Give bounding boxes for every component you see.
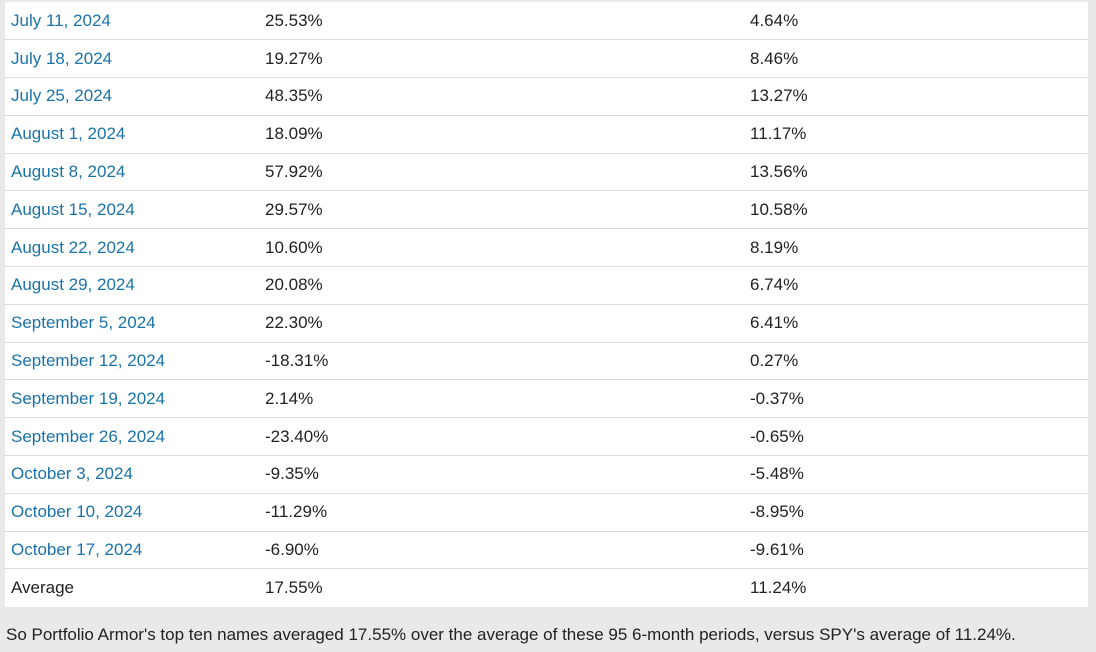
table-row: October 17, 2024 -6.90% -9.61% — [5, 531, 1088, 570]
average-spy-cell: 11.24% — [750, 578, 807, 598]
date-link[interactable]: September 5, 2024 — [11, 313, 156, 333]
date-cell: July 25, 2024 — [5, 77, 259, 116]
portfolio-armor-return-cell: 48.35% — [259, 77, 744, 116]
spy-return-cell: 8.19% — [744, 228, 1088, 268]
returns-table-body: July 11, 2024 25.53% 4.64% July 18, 2024 19.… — [5, 2, 1088, 607]
spy-return-cell: -0.37% — [744, 379, 1088, 419]
table-row: September 12, 2024 -18.31% 0.27% — [5, 342, 1088, 381]
summary-text: So Portfolio Armor's top ten names avera… — [6, 625, 1016, 644]
table-row: August 1, 2024 18.09% 11.17% — [5, 115, 1088, 154]
date-cell: July 11, 2024 — [5, 2, 259, 41]
spy-return-cell: -0.65% — [744, 417, 1088, 457]
returns-table: July 11, 2024 25.53% 4.64% July 18, 2024 19.… — [5, 2, 1088, 607]
table-row: September 5, 2024 22.30% 6.41% — [5, 304, 1088, 343]
date-link[interactable]: August 29, 2024 — [11, 275, 135, 295]
date-cell: August 22, 2024 — [5, 228, 259, 268]
date-link[interactable]: August 8, 2024 — [11, 162, 126, 182]
portfolio-armor-return-cell: -11.29% — [259, 493, 744, 532]
portfolio-armor-return-cell: 2.14% — [259, 379, 744, 419]
date-link[interactable]: October 17, 2024 — [11, 540, 143, 560]
date-cell: September 26, 2024 — [5, 417, 259, 457]
date-link[interactable]: September 26, 2024 — [11, 426, 166, 446]
date-link[interactable]: September 12, 2024 — [11, 351, 166, 371]
table-row: October 3, 2024 -9.35% -5.48% — [5, 455, 1088, 494]
date-cell: August 29, 2024 — [5, 266, 259, 305]
portfolio-armor-return-cell: -18.31% — [259, 342, 744, 381]
portfolio-armor-return-cell: 18.09% — [259, 115, 744, 154]
date-link[interactable]: October 10, 2024 — [11, 502, 143, 522]
table-row: July 25, 2024 48.35% 13.27% — [5, 77, 1088, 116]
portfolio-armor-return-cell: 25.53% — [259, 2, 744, 41]
date-cell: October 10, 2024 — [5, 493, 259, 532]
table-row: August 22, 2024 10.60% 8.19% — [5, 228, 1088, 268]
spy-return-cell: 6.41% — [744, 304, 1088, 343]
table-row: July 18, 2024 19.27% 8.46% — [5, 39, 1088, 79]
date-link[interactable]: July 18, 2024 — [11, 48, 113, 68]
table-row: October 10, 2024 -11.29% -8.95% — [5, 493, 1088, 532]
table-row: July 11, 2024 25.53% 4.64% — [5, 2, 1088, 41]
spy-return-cell: -9.61% — [744, 531, 1088, 570]
date-link[interactable]: August 1, 2024 — [11, 124, 126, 144]
spy-return-cell: 4.64% — [744, 2, 1088, 41]
table-row: August 29, 2024 20.08% 6.74% — [5, 266, 1088, 305]
spy-return-cell: 0.27% — [744, 342, 1088, 381]
portfolio-armor-return-cell: -9.35% — [259, 455, 744, 494]
date-cell: September 19, 2024 — [5, 379, 259, 419]
average-label: Average — [11, 578, 75, 598]
spy-return-cell: 6.74% — [744, 266, 1088, 305]
date-link[interactable]: October 3, 2024 — [11, 464, 133, 484]
date-cell: August 8, 2024 — [5, 153, 259, 192]
date-cell: August 1, 2024 — [5, 115, 259, 154]
date-cell: October 17, 2024 — [5, 531, 259, 570]
average-portfolio-armor-cell: 17.55% — [265, 578, 323, 598]
spy-return-cell: 11.17% — [744, 115, 1088, 154]
table-row: August 8, 2024 57.92% 13.56% — [5, 153, 1088, 192]
spy-return-cell: 10.58% — [744, 190, 1088, 230]
spy-return-cell: -8.95% — [744, 493, 1088, 532]
spy-return-cell: -5.48% — [744, 455, 1088, 494]
portfolio-armor-return-cell: 29.57% — [259, 190, 744, 230]
date-link[interactable]: August 15, 2024 — [11, 199, 135, 219]
portfolio-armor-return-cell: 20.08% — [259, 266, 744, 305]
returns-table-container: July 11, 2024 25.53% 4.64% July 18, 2024 19.… — [5, 2, 1088, 607]
spy-return-cell: 13.27% — [744, 77, 1088, 116]
table-row: August 15, 2024 29.57% 10.58% — [5, 190, 1088, 230]
portfolio-armor-return-cell: 22.30% — [259, 304, 744, 343]
portfolio-armor-return-cell: -6.90% — [259, 531, 744, 570]
portfolio-armor-return-cell: 19.27% — [259, 39, 744, 79]
spy-return-cell: 8.46% — [744, 39, 1088, 79]
portfolio-armor-return-cell: -23.40% — [259, 417, 744, 457]
average-row: Average 17.55% 11.24% — [5, 569, 1088, 607]
date-cell: September 12, 2024 — [5, 342, 259, 381]
spy-return-cell: 13.56% — [744, 153, 1088, 192]
date-link[interactable]: August 22, 2024 — [11, 237, 135, 257]
date-link[interactable]: July 11, 2024 — [11, 10, 111, 30]
table-row: September 19, 2024 2.14% -0.37% — [5, 379, 1088, 419]
date-cell: August 15, 2024 — [5, 190, 259, 230]
date-cell: July 18, 2024 — [5, 39, 259, 79]
date-cell: September 5, 2024 — [5, 304, 259, 343]
portfolio-armor-return-cell: 57.92% — [259, 153, 744, 192]
date-link[interactable]: July 25, 2024 — [11, 86, 113, 106]
portfolio-armor-return-cell: 10.60% — [259, 228, 744, 268]
table-row: September 26, 2024 -23.40% -0.65% — [5, 417, 1088, 457]
date-cell: October 3, 2024 — [5, 455, 259, 494]
date-link[interactable]: September 19, 2024 — [11, 388, 166, 408]
